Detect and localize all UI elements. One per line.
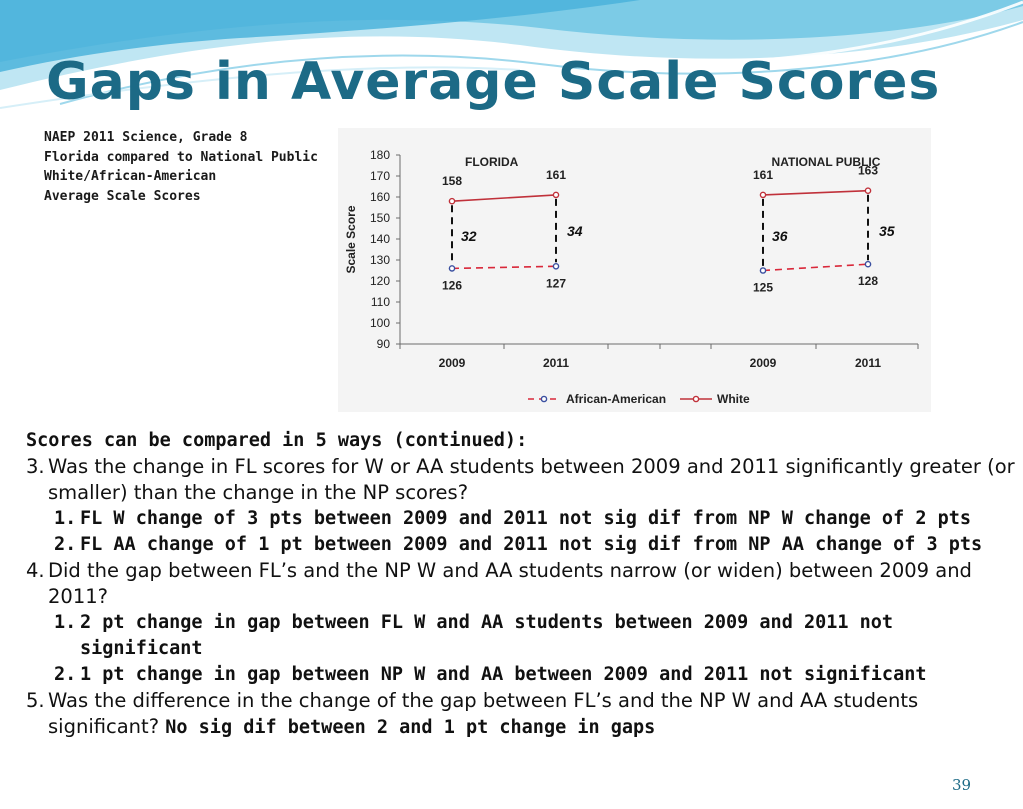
question-item: 4. Did the gap between FL’s and the NP W… (26, 558, 1016, 610)
y-axis-label: Scale Score (344, 205, 358, 273)
legend-marker-african-american (540, 395, 548, 403)
data-label-white: 163 (858, 164, 878, 178)
answer-number: 1. (54, 508, 77, 529)
x-tick-label: 2011 (543, 356, 569, 370)
question-item: 3. Was the change in FL scores for W or … (26, 454, 1016, 506)
data-label-white: 161 (753, 168, 773, 182)
caption-line: Average Scale Scores (44, 188, 201, 204)
data-point-african-american (759, 267, 767, 274)
x-tick-label: 2011 (855, 356, 881, 370)
slide-title: Gaps in Average Scale Scores (46, 52, 941, 112)
answer-item: 1. FL W change of 3 pts between 2009 and… (54, 506, 1016, 532)
y-tick-label: 100 (370, 316, 390, 330)
gap-label: 35 (879, 223, 895, 239)
y-tick-label: 150 (370, 211, 390, 225)
y-tick-label: 120 (370, 274, 390, 288)
y-tick-label: 140 (370, 232, 390, 246)
data-label-african-american: 126 (442, 278, 462, 292)
answer-number: 2. (54, 534, 77, 555)
question-text: Was the difference in the change of the … (48, 688, 1016, 741)
body-text: Scores can be compared in 5 ways (contin… (26, 428, 1016, 741)
question-text: Did the gap between FL’s and the NP W an… (48, 559, 972, 608)
y-tick-label: 90 (377, 337, 391, 351)
chart-caption: NAEP 2011 Science, Grade 8 Florida compa… (44, 128, 318, 206)
decorative-wave-banner (0, 0, 1023, 109)
question-text: Was the change in FL scores for W or AA … (48, 455, 1015, 504)
panel-label: FLORIDA (465, 155, 519, 169)
answer-text: 1 pt change in gap between NP W and AA b… (80, 664, 927, 685)
series-line-african-american (762, 263, 869, 272)
answer-number: 1. (54, 612, 77, 633)
legend-marker-white (692, 395, 700, 403)
question-answer-inline: No sig dif between 2 and 1 pt change in … (165, 717, 656, 738)
data-point-african-american (864, 260, 872, 268)
series-line-white (451, 194, 557, 202)
series-line-african-american (451, 265, 557, 270)
y-tick-label: 130 (370, 253, 390, 267)
data-label-white: 158 (442, 174, 462, 188)
page-number: 39 (952, 776, 972, 794)
question-number: 5. (26, 689, 45, 712)
data-point-white (448, 197, 456, 205)
gap-label: 34 (567, 223, 583, 239)
caption-line: NAEP 2011 Science, Grade 8 (44, 130, 248, 145)
question-number: 4. (26, 559, 45, 582)
answer-item: 2. FL AA change of 1 pt between 2009 and… (54, 532, 1016, 558)
data-point-african-american (448, 265, 456, 272)
answer-text: 2 pt change in gap between FL W and AA s… (80, 612, 894, 659)
data-point-white (552, 191, 560, 199)
y-tick-label: 170 (370, 169, 390, 183)
data-point-african-american (552, 262, 560, 270)
y-tick-label: 160 (370, 190, 390, 204)
y-tick-label: 110 (371, 295, 390, 309)
section-heading: Scores can be compared in 5 ways (contin… (26, 430, 528, 451)
answer-text: FL AA change of 1 pt between 2009 and 20… (80, 534, 983, 555)
data-point-white (864, 187, 872, 195)
scale-score-chart: 90 100 110 120 130 140 150 160 170 180 Scale Score… (344, 148, 919, 406)
legend-label-white: White (717, 392, 750, 406)
series-line-white (762, 189, 869, 196)
caption-line: White/African-American (44, 169, 217, 184)
chart-panel: 90 100 110 120 130 140 150 160 170 180 Scale Score… (338, 128, 931, 412)
legend-label-african-american: African-American (566, 392, 666, 406)
question-text-main: Was the difference in the change of the … (48, 689, 919, 738)
gap-label: 32 (461, 228, 477, 244)
question-item: 5. Was the difference in the change of t… (26, 688, 1016, 741)
answer-text: FL W change of 3 pts between 2009 and 20… (80, 508, 972, 529)
y-tick-label: 180 (370, 148, 390, 162)
data-label-african-american: 127 (546, 276, 566, 290)
gap-label: 36 (772, 228, 788, 244)
data-point-white (759, 191, 767, 199)
answer-item: 2. 1 pt change in gap between NP W and A… (54, 662, 1016, 688)
answer-number: 2. (54, 664, 77, 685)
data-label-white: 161 (546, 168, 566, 182)
data-label-african-american: 128 (858, 274, 878, 288)
data-label-african-american: 125 (753, 281, 773, 295)
x-tick-label: 2009 (439, 356, 466, 370)
question-number: 3. (26, 455, 45, 478)
answer-item: 1. 2 pt change in gap between FL W and A… (54, 610, 1016, 662)
x-tick-label: 2009 (750, 356, 777, 370)
caption-line: Florida compared to National Public (44, 149, 318, 165)
panel-label: NATIONAL PUBLIC (772, 155, 881, 169)
